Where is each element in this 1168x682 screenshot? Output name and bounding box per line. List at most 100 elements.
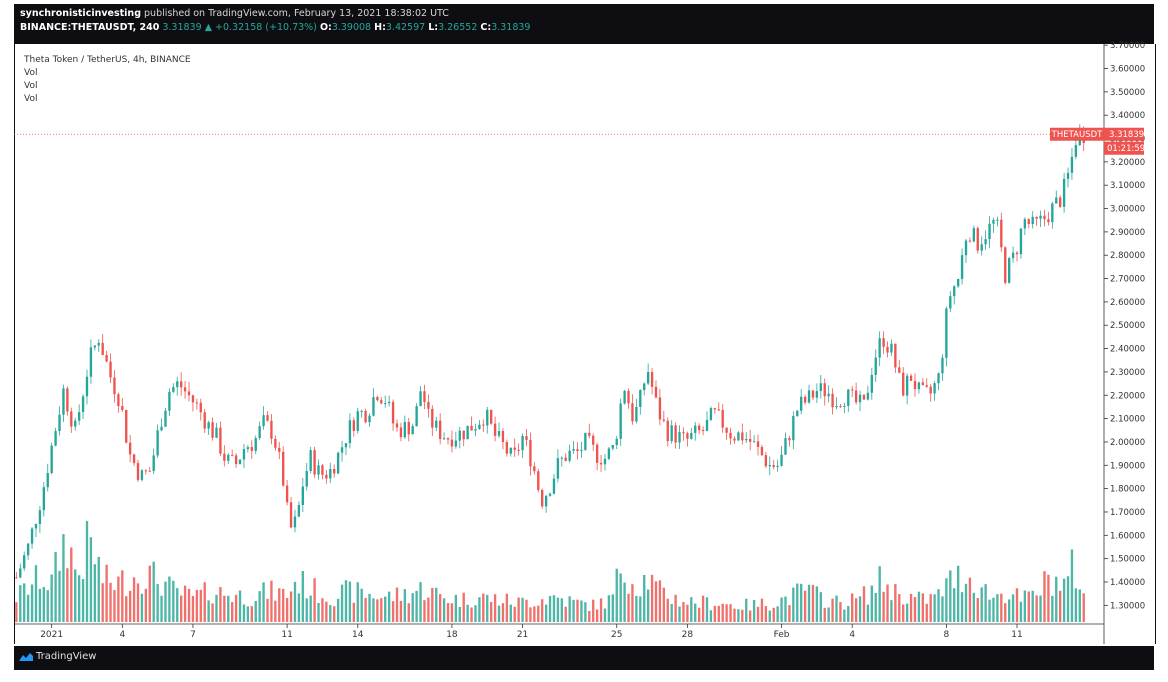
price-tag-countdown-bg: [1104, 141, 1144, 155]
price-tick-label: 2.00000: [1110, 438, 1145, 448]
candle-body: [289, 502, 293, 528]
candle-body: [772, 465, 775, 468]
volume-bar: [38, 588, 42, 622]
candle-body: [246, 447, 250, 450]
volume-bar: [470, 607, 473, 622]
volume-bar: [541, 599, 544, 622]
candle-body: [325, 474, 328, 479]
candle-body: [874, 357, 877, 375]
candle-body: [858, 394, 862, 403]
candle-body: [1047, 219, 1050, 223]
candle-body: [1031, 216, 1034, 225]
candle-body: [517, 449, 520, 451]
tradingview-logo-icon: [19, 653, 33, 661]
volume-bar: [1058, 590, 1062, 622]
volume-bar: [305, 598, 308, 622]
volume-bar: [1011, 594, 1015, 622]
volume-bar: [435, 587, 438, 622]
volume-bar: [148, 565, 151, 622]
candle-body: [254, 438, 257, 451]
candle-body: [156, 430, 159, 456]
volume-bar: [250, 606, 253, 622]
volume-bar: [890, 600, 893, 622]
volume-bar: [462, 592, 465, 622]
volume-bar: [894, 584, 897, 622]
candle-body: [144, 470, 148, 472]
volume-bar: [599, 598, 603, 622]
candle-body: [713, 408, 717, 410]
candle-body: [592, 435, 595, 445]
legend-vol-2[interactable]: Vol: [24, 81, 38, 91]
volume-bar: [925, 603, 928, 622]
volume-bar: [364, 597, 367, 622]
volume-bar: [741, 609, 744, 622]
volume-bar: [984, 584, 987, 622]
volume-bar: [548, 596, 552, 622]
volume-bar: [658, 580, 662, 622]
volume-bar: [125, 596, 128, 622]
legend-vol-1[interactable]: Vol: [24, 68, 38, 78]
candle-body: [949, 296, 952, 309]
candle-body: [929, 386, 932, 394]
candle-body: [886, 346, 889, 353]
candle-body: [278, 447, 281, 452]
volume-bar: [776, 606, 779, 622]
price-axis: 3.700003.600003.500003.400003.300003.200…: [1104, 41, 1145, 611]
candle-body: [1007, 258, 1011, 283]
volume-bar: [348, 581, 352, 622]
candle-body: [792, 415, 795, 441]
candle-body: [584, 432, 587, 450]
volume-bar: [164, 581, 167, 622]
candle-body: [780, 454, 783, 466]
volume-bar: [615, 568, 618, 622]
volume-bar: [1074, 588, 1078, 622]
volume-bar: [1004, 603, 1007, 622]
candle-body: [152, 455, 155, 472]
volume-bar: [552, 595, 556, 622]
candle-body: [46, 472, 49, 488]
candle-body: [140, 470, 144, 480]
candle-body: [74, 420, 77, 427]
volume-bar: [89, 537, 93, 622]
volume-bar: [529, 607, 532, 622]
candle-body: [607, 448, 611, 459]
volume-bar: [101, 583, 104, 622]
candle-body: [486, 409, 489, 426]
volume-bar: [941, 596, 944, 622]
volume-bar: [851, 593, 854, 622]
time-tick-label: 21: [517, 630, 528, 640]
candle-body: [1023, 219, 1027, 229]
candle-body: [701, 430, 705, 432]
candle-body: [438, 420, 442, 439]
volume-bar: [697, 607, 701, 622]
volume-bar: [340, 584, 344, 622]
publisher-name[interactable]: synchronisticinvesting: [20, 8, 141, 19]
volume-bar: [282, 588, 285, 622]
candle-body: [313, 450, 316, 475]
candle-body: [30, 528, 34, 544]
volume-bar: [902, 604, 905, 622]
candle-body: [376, 397, 379, 401]
volume-bar: [187, 588, 191, 622]
volume-bar: [933, 594, 936, 622]
candle-body: [544, 495, 548, 507]
volume-bar: [544, 604, 548, 622]
volume-bar: [156, 584, 159, 622]
legend-vol-3[interactable]: Vol: [24, 94, 38, 104]
candle-body: [125, 409, 128, 443]
volume-bar: [274, 600, 277, 622]
volume-bar: [34, 565, 38, 622]
candle-body: [1055, 197, 1058, 204]
candle-body: [93, 345, 97, 348]
price-tick-label: 1.50000: [1110, 555, 1145, 565]
footer-brand[interactable]: TradingView: [36, 651, 97, 662]
volume-bar: [996, 594, 999, 622]
candle-body: [62, 388, 65, 415]
volume-bar: [898, 594, 901, 622]
candle-body: [686, 433, 689, 439]
candle-body: [729, 432, 732, 439]
candle-body: [1051, 203, 1054, 223]
volume-bar: [643, 574, 646, 622]
last-price: 3.31839: [162, 22, 202, 33]
